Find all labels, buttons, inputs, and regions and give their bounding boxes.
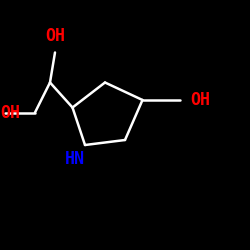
Text: OH: OH: [0, 104, 20, 122]
Text: HN: HN: [65, 150, 85, 168]
Text: OH: OH: [45, 27, 65, 45]
Text: OH: OH: [190, 91, 210, 109]
